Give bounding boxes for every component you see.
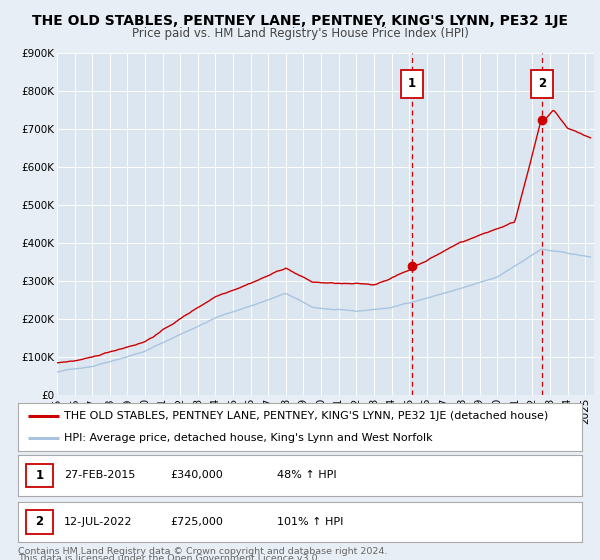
Text: 2: 2 <box>538 77 546 91</box>
Text: 1: 1 <box>408 77 416 91</box>
Text: THE OLD STABLES, PENTNEY LANE, PENTNEY, KING'S LYNN, PE32 1JE (detached house): THE OLD STABLES, PENTNEY LANE, PENTNEY, … <box>64 410 548 421</box>
Text: 1: 1 <box>35 469 43 482</box>
Text: 12-JUL-2022: 12-JUL-2022 <box>64 517 133 527</box>
Text: Price paid vs. HM Land Registry's House Price Index (HPI): Price paid vs. HM Land Registry's House … <box>131 27 469 40</box>
Text: 2: 2 <box>35 515 43 529</box>
FancyBboxPatch shape <box>401 71 423 97</box>
FancyBboxPatch shape <box>26 510 53 534</box>
Text: HPI: Average price, detached house, King's Lynn and West Norfolk: HPI: Average price, detached house, King… <box>64 433 433 443</box>
Text: 27-FEB-2015: 27-FEB-2015 <box>64 470 136 480</box>
Text: This data is licensed under the Open Government Licence v3.0.: This data is licensed under the Open Gov… <box>18 554 320 560</box>
FancyBboxPatch shape <box>530 71 553 97</box>
Text: 48% ↑ HPI: 48% ↑ HPI <box>277 470 337 480</box>
Text: £725,000: £725,000 <box>170 517 223 527</box>
FancyBboxPatch shape <box>26 464 53 487</box>
Text: THE OLD STABLES, PENTNEY LANE, PENTNEY, KING'S LYNN, PE32 1JE: THE OLD STABLES, PENTNEY LANE, PENTNEY, … <box>32 14 568 28</box>
Text: £340,000: £340,000 <box>170 470 223 480</box>
Text: 101% ↑ HPI: 101% ↑ HPI <box>277 517 344 527</box>
Text: Contains HM Land Registry data © Crown copyright and database right 2024.: Contains HM Land Registry data © Crown c… <box>18 547 388 556</box>
